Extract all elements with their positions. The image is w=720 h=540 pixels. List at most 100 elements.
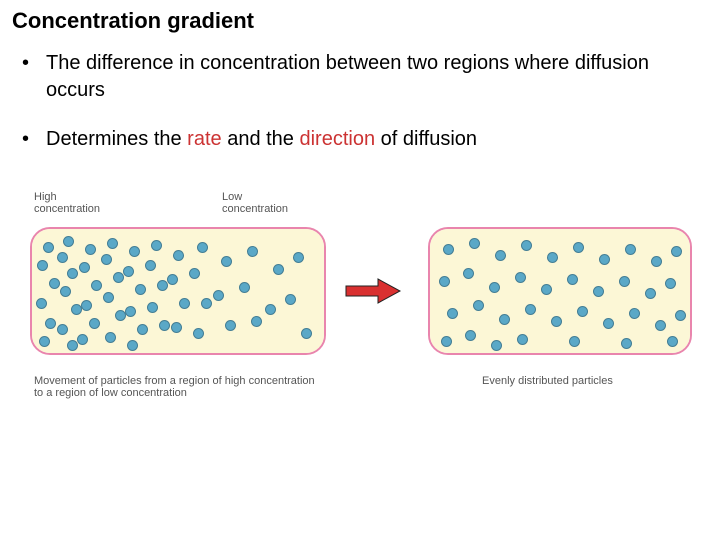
particle <box>151 240 162 251</box>
particle <box>265 304 276 315</box>
particle <box>469 238 480 249</box>
page-title: Concentration gradient <box>12 8 708 34</box>
particle <box>179 298 190 309</box>
particle <box>173 250 184 261</box>
label-high-concentration: High concentration <box>34 191 100 215</box>
particle <box>123 266 134 277</box>
particle <box>89 318 100 329</box>
particle <box>447 308 458 319</box>
particle <box>625 244 636 255</box>
particle <box>301 328 312 339</box>
particle <box>599 254 610 265</box>
particle <box>101 254 112 265</box>
particle <box>57 252 68 263</box>
particle <box>39 336 50 347</box>
particle <box>515 272 526 283</box>
particle <box>221 256 232 267</box>
particle <box>225 320 236 331</box>
particle <box>36 298 47 309</box>
particle <box>79 262 90 273</box>
particle <box>473 300 484 311</box>
particle <box>285 294 296 305</box>
particle <box>239 282 250 293</box>
particle <box>85 244 96 255</box>
particle <box>525 304 536 315</box>
particle <box>213 290 224 301</box>
bullet-2-pre: Determines the <box>46 128 187 150</box>
particle <box>621 338 632 349</box>
particle <box>63 236 74 247</box>
cell-left <box>30 227 326 355</box>
particle <box>593 286 604 297</box>
particle <box>521 240 532 251</box>
particle <box>573 242 584 253</box>
particle <box>137 324 148 335</box>
particle <box>43 242 54 253</box>
particle <box>135 284 146 295</box>
particle <box>91 280 102 291</box>
particle <box>541 284 552 295</box>
cell-left-fill <box>32 229 324 353</box>
particle <box>645 288 656 299</box>
particle <box>495 250 506 261</box>
particle <box>441 336 452 347</box>
particle <box>247 246 258 257</box>
particle <box>115 310 126 321</box>
particle <box>251 316 262 327</box>
diffusion-arrow-icon <box>344 277 402 310</box>
particle <box>45 318 56 329</box>
particle <box>145 260 156 271</box>
particle <box>293 252 304 263</box>
particle <box>167 274 178 285</box>
particle <box>157 280 168 291</box>
bullet-1: The difference in concentration between … <box>22 50 708 104</box>
particle <box>127 340 138 351</box>
particle <box>49 278 60 289</box>
particle <box>489 282 500 293</box>
particle <box>129 246 140 257</box>
particle <box>463 268 474 279</box>
diffusion-diagram: High concentration Low concentration Mov… <box>12 175 712 455</box>
particle <box>197 242 208 253</box>
particle <box>439 276 450 287</box>
cell-right <box>428 227 692 355</box>
particle <box>107 238 118 249</box>
bullet-list: The difference in concentration between … <box>12 50 708 153</box>
particle <box>551 316 562 327</box>
particle <box>577 306 588 317</box>
particle <box>567 274 578 285</box>
particle <box>671 246 682 257</box>
particle <box>60 286 71 297</box>
caption-right: Evenly distributed particles <box>482 375 682 387</box>
particle <box>147 302 158 313</box>
particle <box>569 336 580 347</box>
label-low-concentration: Low concentration <box>222 191 288 215</box>
particle <box>113 272 124 283</box>
particle <box>189 268 200 279</box>
particle <box>629 308 640 319</box>
particle <box>517 334 528 345</box>
particle <box>57 324 68 335</box>
bullet-2-rate: rate <box>187 128 221 150</box>
particle <box>103 292 114 303</box>
caption-left: Movement of particles from a region of h… <box>34 375 324 399</box>
particle <box>619 276 630 287</box>
particle <box>499 314 510 325</box>
particle <box>193 328 204 339</box>
particle <box>491 340 502 351</box>
particle <box>675 310 686 321</box>
particle <box>201 298 212 309</box>
particle <box>665 278 676 289</box>
particle <box>67 268 78 279</box>
particle <box>547 252 558 263</box>
particle <box>667 336 678 347</box>
particle <box>655 320 666 331</box>
bullet-2: Determines the rate and the direction of… <box>22 126 708 153</box>
particle <box>71 304 82 315</box>
bullet-2-mid: and the <box>222 128 300 150</box>
particle <box>105 332 116 343</box>
particle <box>125 306 136 317</box>
particle <box>651 256 662 267</box>
particle <box>443 244 454 255</box>
particle <box>465 330 476 341</box>
